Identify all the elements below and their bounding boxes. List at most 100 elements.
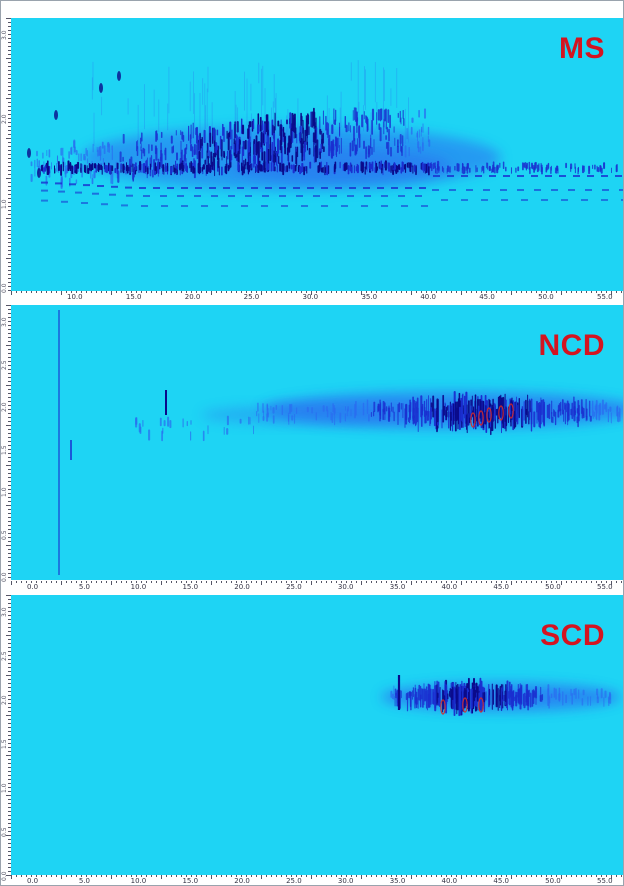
x-tick-label: 10.0 bbox=[130, 877, 147, 885]
y-minor-tick bbox=[6, 635, 11, 636]
x-minor-tick bbox=[461, 875, 462, 879]
x-minor-tick bbox=[341, 291, 342, 293]
x-tick-label: 20.0 bbox=[234, 877, 250, 885]
y-minor-tick bbox=[8, 811, 11, 812]
x-minor-tick bbox=[126, 291, 127, 293]
x-minor-tick bbox=[421, 875, 422, 877]
isolated-peak bbox=[117, 71, 121, 81]
x-minor-tick bbox=[586, 581, 587, 583]
x-minor-tick bbox=[301, 581, 302, 583]
x-minor-tick bbox=[166, 291, 167, 293]
x-minor-tick bbox=[596, 581, 597, 583]
y-minor-tick bbox=[8, 381, 11, 382]
y-minor-tick bbox=[8, 573, 11, 574]
ncd-panel: NCD bbox=[11, 305, 623, 580]
x-minor-tick bbox=[231, 291, 232, 293]
y-minor-tick bbox=[8, 655, 11, 656]
x-minor-tick bbox=[136, 291, 137, 293]
y-minor-tick bbox=[8, 206, 11, 207]
x-minor-tick bbox=[256, 291, 257, 293]
y-minor-tick bbox=[8, 170, 11, 171]
x-minor-tick bbox=[411, 875, 412, 879]
x-minor-tick bbox=[581, 581, 582, 583]
x-minor-tick bbox=[601, 875, 602, 877]
x-minor-tick bbox=[611, 581, 612, 585]
x-minor-tick bbox=[356, 291, 357, 293]
x-tick-label: 5.0 bbox=[78, 583, 90, 591]
x-minor-tick bbox=[451, 581, 452, 583]
x-minor-tick bbox=[56, 291, 57, 293]
x-minor-tick bbox=[576, 875, 577, 877]
y-minor-tick bbox=[8, 417, 11, 418]
y-minor-tick bbox=[8, 393, 11, 394]
y-minor-tick bbox=[8, 337, 11, 338]
x-minor-tick bbox=[286, 291, 287, 293]
y-minor-tick bbox=[8, 521, 11, 522]
y-minor-tick bbox=[6, 425, 11, 426]
x-tick-label: 50.0 bbox=[545, 877, 561, 885]
y-minor-tick bbox=[8, 70, 11, 71]
x-minor-tick bbox=[246, 581, 247, 583]
x-minor-tick bbox=[111, 581, 112, 585]
y-tick-label: 2.0 bbox=[1, 402, 8, 412]
x-minor-tick bbox=[446, 581, 447, 583]
y-minor-tick bbox=[6, 465, 11, 466]
x-minor-tick bbox=[531, 581, 532, 583]
y-minor-tick bbox=[8, 615, 11, 616]
y-minor-tick bbox=[6, 675, 11, 676]
x-minor-tick bbox=[506, 581, 507, 583]
x-minor-tick bbox=[116, 581, 117, 583]
x-minor-tick bbox=[306, 875, 307, 877]
x-minor-tick bbox=[316, 291, 317, 293]
x-minor-tick bbox=[51, 581, 52, 583]
y-minor-tick bbox=[8, 549, 11, 550]
x-minor-tick bbox=[416, 581, 417, 583]
x-minor-tick bbox=[381, 291, 382, 293]
y-minor-tick bbox=[8, 122, 11, 123]
x-minor-tick bbox=[336, 875, 337, 877]
y-minor-tick bbox=[8, 851, 11, 852]
x-minor-tick bbox=[156, 581, 157, 583]
y-minor-tick bbox=[8, 607, 11, 608]
x-minor-tick bbox=[556, 875, 557, 877]
x-tick-label: 45.0 bbox=[493, 877, 509, 885]
y-minor-tick bbox=[8, 847, 11, 848]
x-minor-tick bbox=[141, 875, 142, 877]
y-minor-tick bbox=[8, 623, 11, 624]
x-minor-tick bbox=[551, 291, 552, 293]
y-minor-tick bbox=[8, 234, 11, 235]
ncd-label: NCD bbox=[538, 329, 605, 362]
y-minor-tick bbox=[8, 282, 11, 283]
x-minor-tick bbox=[291, 875, 292, 877]
peak-cluster bbox=[30, 107, 431, 190]
y-minor-tick bbox=[8, 619, 11, 620]
x-minor-tick bbox=[56, 581, 57, 583]
y-minor-tick bbox=[8, 373, 11, 374]
y-tick-label: 0.0 bbox=[1, 871, 8, 881]
y-minor-tick bbox=[8, 329, 11, 330]
y-minor-tick bbox=[8, 509, 11, 510]
x-tick-label: 10.0 bbox=[67, 293, 83, 301]
x-minor-tick bbox=[46, 581, 47, 583]
heatmap-background bbox=[11, 305, 623, 580]
x-minor-tick bbox=[601, 581, 602, 583]
x-minor-tick bbox=[621, 291, 622, 293]
x-minor-tick bbox=[246, 875, 247, 877]
y-minor-tick bbox=[8, 134, 11, 135]
y-minor-tick bbox=[8, 110, 11, 111]
high-intensity-peak bbox=[478, 410, 484, 426]
y-minor-tick bbox=[8, 78, 11, 79]
y-minor-tick bbox=[8, 627, 11, 628]
x-minor-tick bbox=[611, 875, 612, 879]
y-minor-tick bbox=[8, 537, 11, 538]
x-minor-tick bbox=[491, 291, 492, 293]
y-minor-tick bbox=[8, 246, 11, 247]
y-minor-tick bbox=[8, 699, 11, 700]
x-minor-tick bbox=[351, 291, 352, 293]
x-minor-tick bbox=[596, 291, 597, 293]
x-minor-tick bbox=[61, 291, 62, 295]
x-minor-tick bbox=[121, 291, 122, 293]
y-minor-tick bbox=[8, 102, 11, 103]
x-minor-tick bbox=[146, 875, 147, 877]
